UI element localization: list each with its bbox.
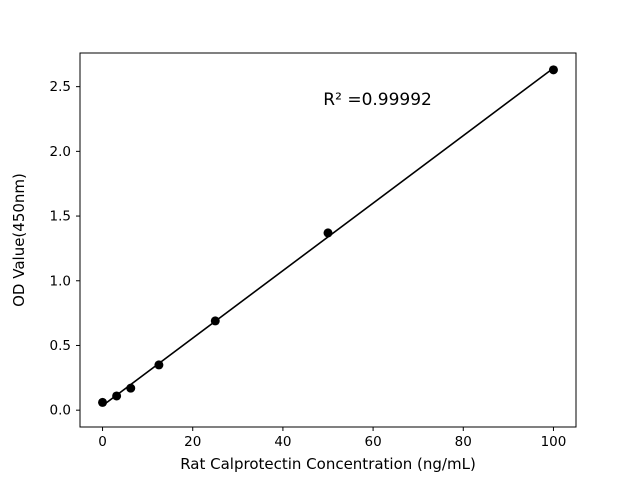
data-point	[154, 360, 164, 370]
y-tick-label: 2.5	[50, 79, 71, 95]
data-point	[98, 397, 108, 407]
x-axis-label: Rat Calprotectin Concentration (ng/mL)	[180, 455, 476, 473]
y-tick-label: 2.0	[50, 144, 71, 160]
y-axis-label: OD Value(450nm)	[10, 173, 28, 307]
x-tick-label: 80	[455, 434, 472, 450]
data-point	[126, 383, 136, 393]
data-point	[210, 316, 220, 326]
x-tick-label: 100	[541, 434, 567, 450]
x-tick-label: 0	[98, 434, 107, 450]
r-squared-annotation: R² =0.99992	[323, 90, 432, 110]
y-tick-label: 0.0	[50, 403, 71, 419]
y-tick-label: 1.5	[50, 209, 71, 225]
data-point	[323, 228, 333, 238]
y-tick-label: 0.5	[50, 338, 71, 354]
data-point	[548, 65, 558, 75]
x-tick-label: 20	[184, 434, 201, 450]
x-tick-label: 40	[274, 434, 291, 450]
data-point	[112, 391, 122, 401]
x-tick-label: 60	[364, 434, 381, 450]
y-tick-label: 1.0	[50, 273, 71, 289]
